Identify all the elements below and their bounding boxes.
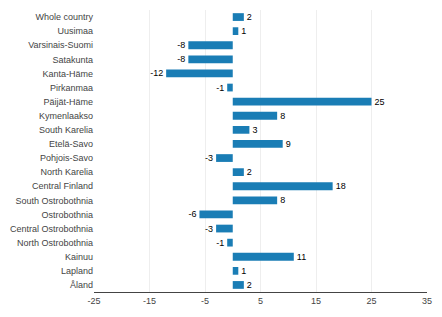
svg-text:-1: -1 — [216, 83, 224, 93]
svg-text:2: 2 — [247, 167, 252, 177]
svg-text:-25: -25 — [87, 296, 100, 306]
svg-text:Åland: Åland — [70, 280, 93, 290]
svg-text:Kanta-Häme: Kanta-Häme — [42, 69, 93, 79]
svg-text:-6: -6 — [188, 209, 196, 219]
svg-text:Pohjois-Savo: Pohjois-Savo — [40, 153, 93, 163]
svg-text:8: 8 — [280, 111, 285, 121]
svg-text:25: 25 — [375, 97, 385, 107]
svg-text:2: 2 — [247, 280, 252, 290]
svg-text:Lapland: Lapland — [61, 266, 93, 276]
svg-text:South Karelia: South Karelia — [39, 125, 93, 135]
svg-text:Pirkanmaa: Pirkanmaa — [50, 83, 93, 93]
svg-text:Ostrobothnia: Ostrobothnia — [41, 210, 93, 220]
svg-text:8: 8 — [280, 195, 285, 205]
svg-text:Whole country: Whole country — [35, 12, 93, 22]
svg-text:Kainuu: Kainuu — [65, 252, 93, 262]
svg-text:35: 35 — [422, 296, 432, 306]
svg-text:-5: -5 — [201, 296, 209, 306]
svg-text:Central Ostrobothnia: Central Ostrobothnia — [10, 224, 93, 234]
svg-text:5: 5 — [258, 296, 263, 306]
svg-text:Satakunta: Satakunta — [52, 55, 93, 65]
svg-text:9: 9 — [286, 139, 291, 149]
svg-text:-8: -8 — [177, 54, 185, 64]
svg-text:2: 2 — [247, 12, 252, 22]
svg-text:Etelä-Savo: Etelä-Savo — [49, 139, 93, 149]
svg-text:South Ostrobothnia: South Ostrobothnia — [15, 196, 93, 206]
svg-text:Varsinais-Suomi: Varsinais-Suomi — [28, 40, 93, 50]
svg-text:Kymenlaakso: Kymenlaakso — [39, 111, 93, 121]
svg-text:15: 15 — [311, 296, 321, 306]
svg-text:Uusimaa: Uusimaa — [57, 26, 93, 36]
svg-text:-15: -15 — [143, 296, 156, 306]
svg-text:Central Finland: Central Finland — [32, 181, 93, 191]
svg-text:-3: -3 — [205, 153, 213, 163]
svg-text:3: 3 — [252, 125, 257, 135]
svg-text:1: 1 — [241, 266, 246, 276]
svg-text:25: 25 — [366, 296, 376, 306]
svg-text:11: 11 — [297, 252, 306, 262]
svg-text:1: 1 — [241, 26, 246, 36]
svg-text:-3: -3 — [205, 224, 213, 234]
svg-text:-8: -8 — [177, 40, 185, 50]
svg-text:Päijät-Häme: Päijät-Häme — [43, 97, 93, 107]
svg-text:-1: -1 — [216, 238, 224, 248]
svg-text:North Karelia: North Karelia — [40, 167, 93, 177]
svg-text:North Ostrobothnia: North Ostrobothnia — [17, 238, 93, 248]
svg-text:-12: -12 — [150, 68, 163, 78]
svg-text:18: 18 — [336, 181, 346, 191]
